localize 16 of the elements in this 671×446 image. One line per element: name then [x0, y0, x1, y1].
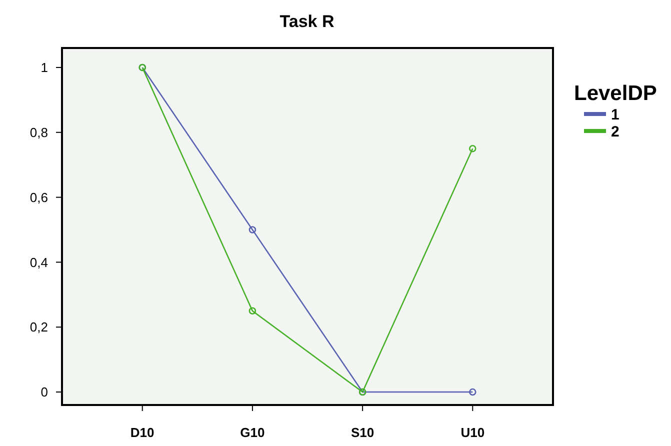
x-tick-label: G10: [240, 425, 265, 440]
y-tick-label: 0,8: [30, 124, 48, 140]
chart-title: Task R: [280, 12, 334, 31]
y-tick-label: 0: [40, 384, 48, 400]
legend-label: 2: [611, 123, 620, 140]
point: [248, 226, 256, 234]
x-tick-label: U10: [460, 425, 485, 440]
y-tick-label: 0,6: [30, 190, 48, 205]
x-tick-label: D10: [130, 425, 154, 440]
legend-label: 1: [611, 106, 620, 124]
y-tick-label: 0,2: [30, 320, 48, 335]
x-tick-label: S10: [350, 425, 374, 440]
point: [248, 307, 256, 315]
y-tick-label: 1: [40, 60, 48, 76]
legend-title: LevelDP: [574, 82, 657, 105]
y-tick-label: 0,4: [30, 254, 48, 270]
